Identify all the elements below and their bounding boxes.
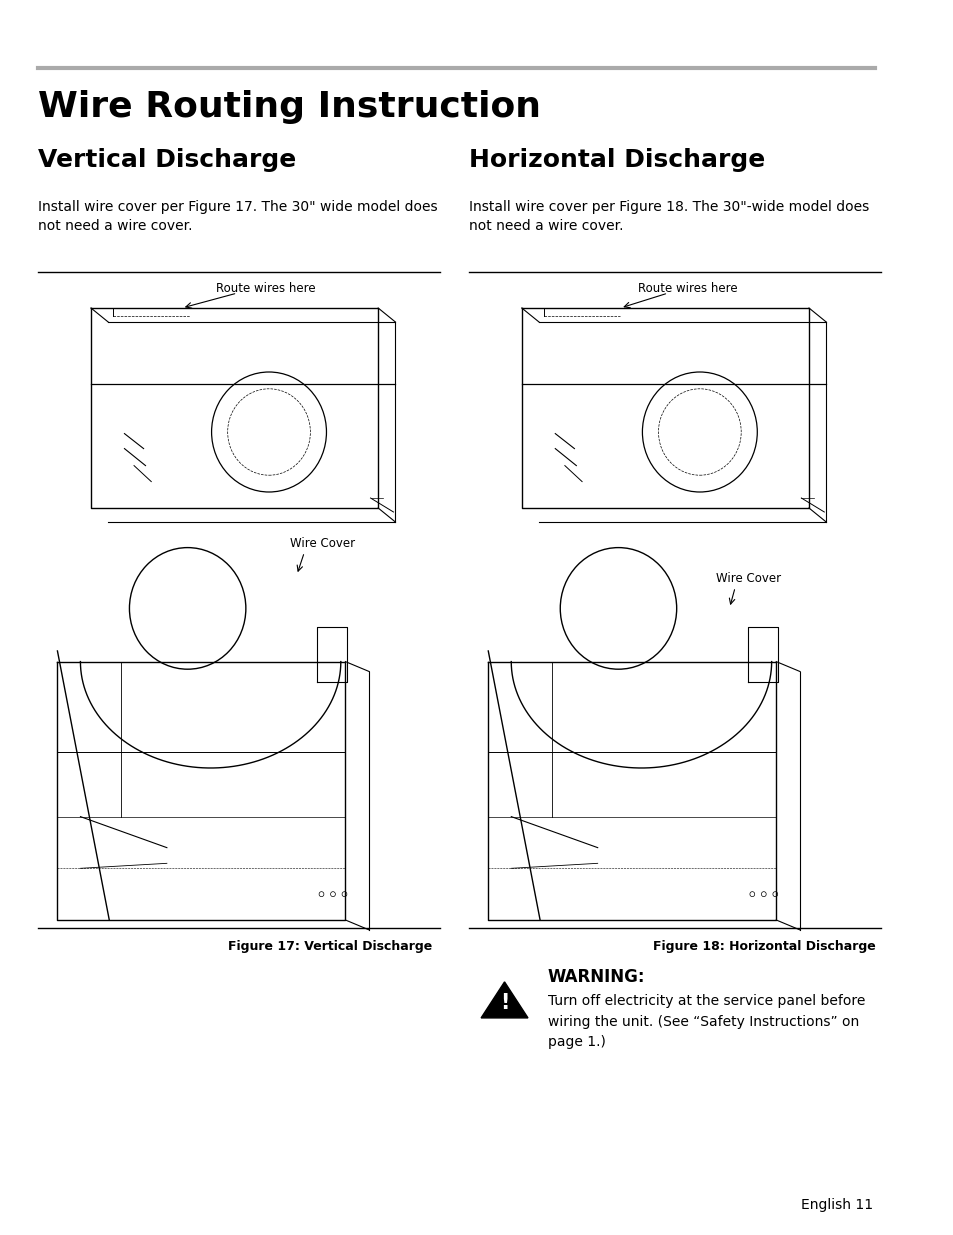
Text: WARNING:: WARNING:: [547, 968, 644, 986]
Polygon shape: [480, 982, 527, 1018]
Circle shape: [772, 892, 777, 897]
Text: Wire Routing Instruction: Wire Routing Instruction: [38, 90, 540, 124]
Text: Wire Cover: Wire Cover: [716, 572, 781, 585]
Text: English 11: English 11: [801, 1198, 872, 1212]
Text: !: !: [499, 993, 509, 1013]
Text: Install wire cover per Figure 17. The 30" wide model does
not need a wire cover.: Install wire cover per Figure 17. The 30…: [38, 200, 437, 233]
Circle shape: [342, 892, 347, 897]
Text: Route wires here: Route wires here: [216, 282, 315, 295]
Text: Figure 17: Vertical Discharge: Figure 17: Vertical Discharge: [229, 940, 433, 953]
Text: Turn off electricity at the service panel before
wiring the unit. (See “Safety I: Turn off electricity at the service pane…: [547, 994, 864, 1050]
Circle shape: [331, 892, 335, 897]
Text: Install wire cover per Figure 18. The 30"-wide model does
not need a wire cover.: Install wire cover per Figure 18. The 30…: [469, 200, 868, 233]
Circle shape: [760, 892, 765, 897]
Text: Vertical Discharge: Vertical Discharge: [38, 148, 296, 172]
Text: Wire Cover: Wire Cover: [290, 537, 355, 550]
Text: Horizontal Discharge: Horizontal Discharge: [469, 148, 764, 172]
Circle shape: [749, 892, 754, 897]
Text: Figure 18: Horizontal Discharge: Figure 18: Horizontal Discharge: [653, 940, 875, 953]
Text: Route wires here: Route wires here: [637, 282, 737, 295]
Circle shape: [318, 892, 324, 897]
